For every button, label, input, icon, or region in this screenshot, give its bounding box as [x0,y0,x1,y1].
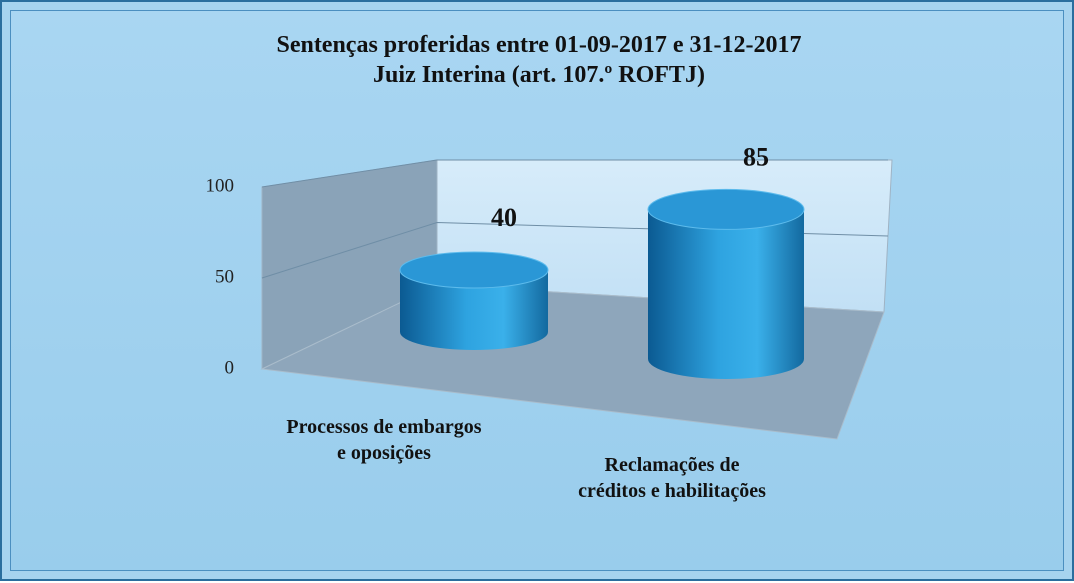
y-tick-label: 50 [215,266,234,287]
y-tick-label: 0 [225,357,235,378]
grid-line [261,159,888,188]
bar [400,270,548,350]
y-tick-label: 100 [206,175,235,196]
chart-subtitle: Juiz Interina (art. 107.º ROFTJ) [373,62,705,88]
chart-title: Sentenças proferidas entre 01-09-2017 e … [276,32,802,58]
bar [648,209,804,379]
data-label: 40 [491,203,517,232]
bar-top [399,251,549,289]
x-tick-label: Reclamações de créditos e habilitações [578,454,766,502]
x-tick-label: Processos de embargos e oposições [286,416,482,464]
bar-top [647,188,805,230]
data-label: 85 [743,142,769,171]
